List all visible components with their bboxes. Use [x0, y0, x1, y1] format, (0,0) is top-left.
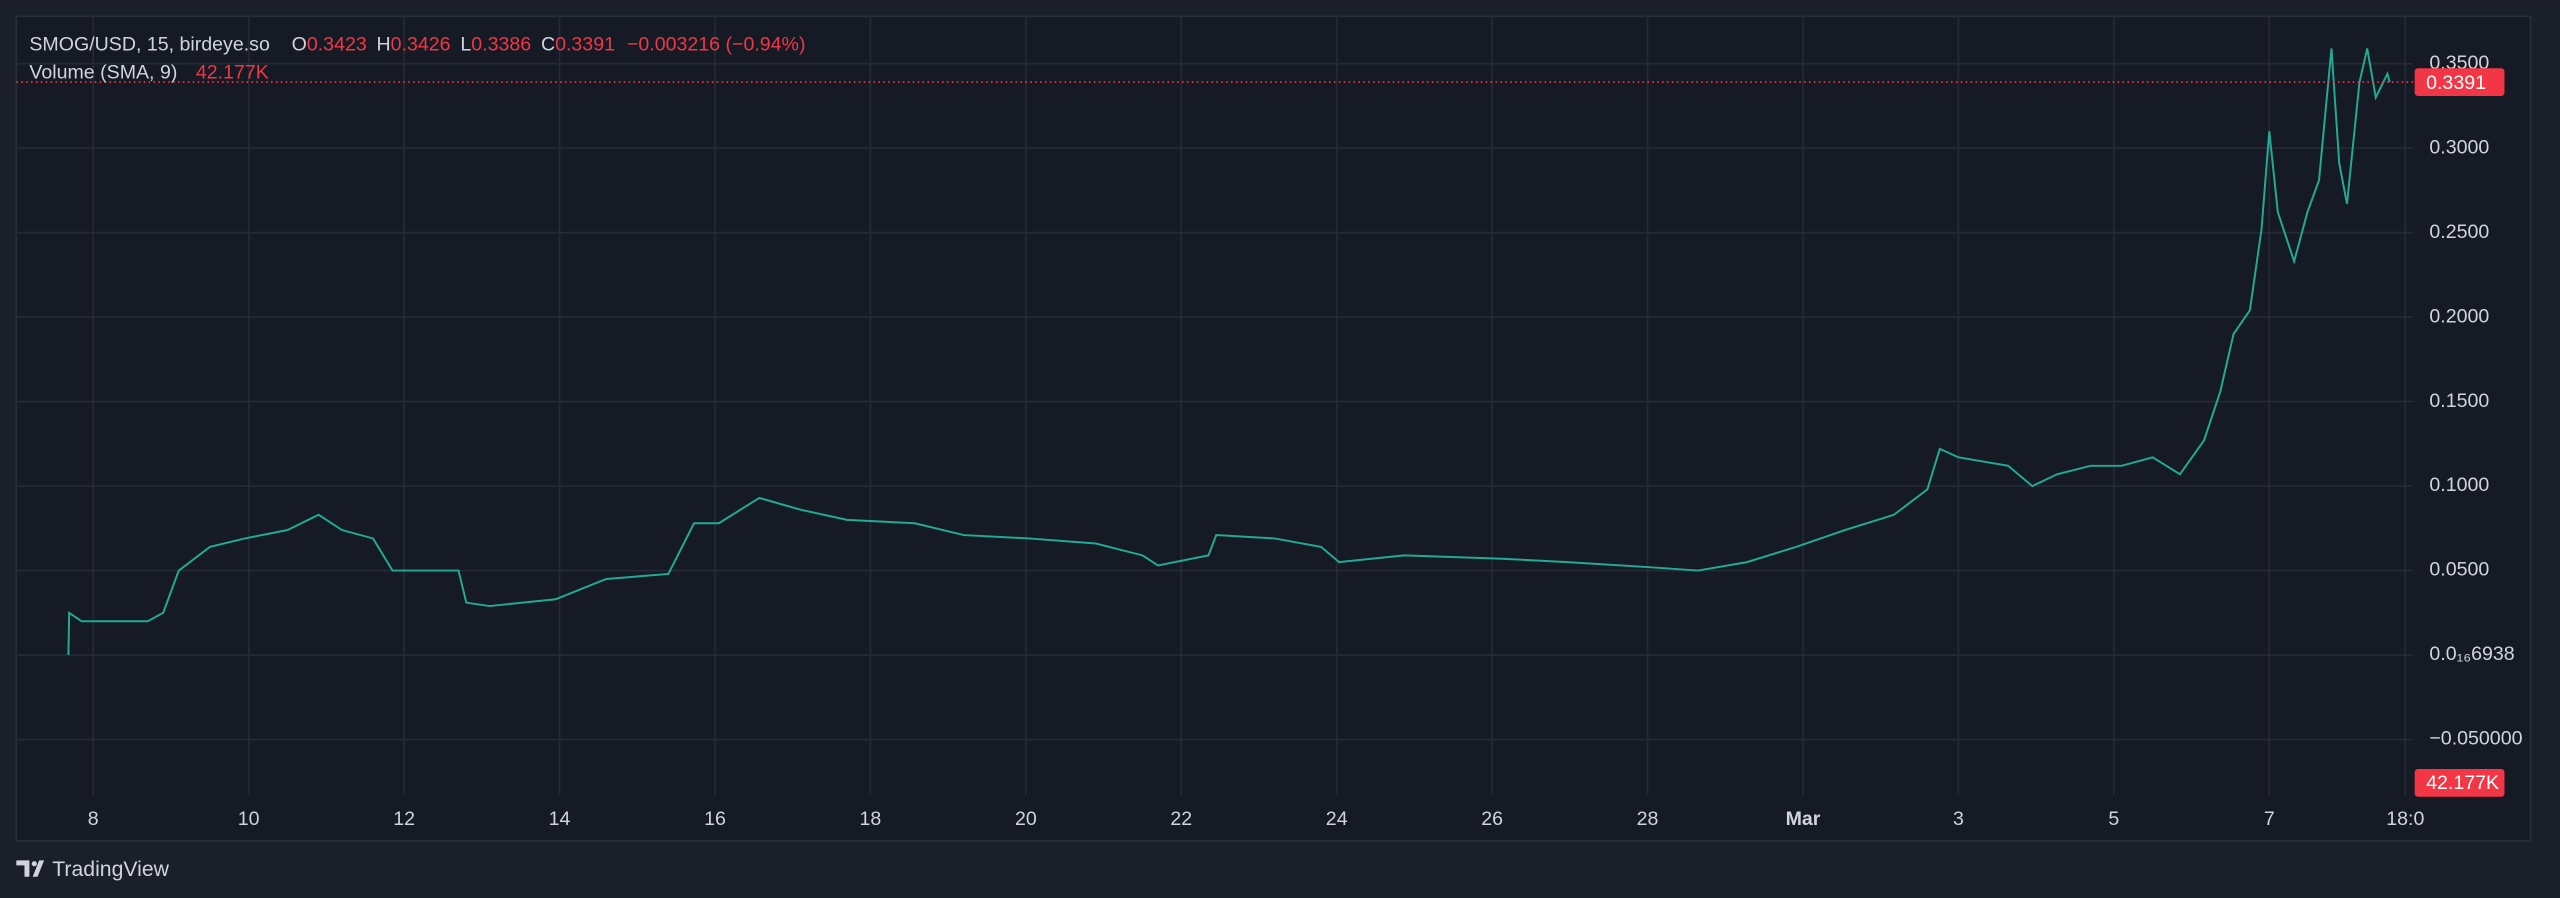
x-tick-label: 28 — [1637, 808, 1659, 830]
x-tick-label: 18 — [860, 808, 882, 830]
y-tick-label: −0.050000 — [2429, 728, 2522, 750]
y-tick-label: 0.2500 — [2429, 221, 2489, 243]
x-tick-label: 10 — [238, 808, 260, 830]
legend: SMOG/USD, 15, birdeye.so O0.3423 H0.3426 L… — [29, 34, 805, 56]
change: −0.003216 (−0.94%) — [627, 34, 806, 56]
grid — [16, 16, 2414, 796]
ohlc-value: 0.3386 — [471, 34, 531, 56]
ohlc-value: 0.3426 — [391, 34, 451, 56]
x-tick-label: 20 — [1015, 808, 1037, 830]
brand: TradingView — [52, 858, 169, 881]
price-line — [67, 48, 2391, 656]
x-tick-label: 5 — [2108, 808, 2119, 830]
last-price-label: 0.3391 — [2426, 72, 2486, 94]
x-tick-label: 3 — [1953, 808, 1964, 830]
symbol-title: SMOG/USD, 15, birdeye.so — [29, 34, 270, 56]
y-tick-label: 0.1000 — [2429, 474, 2489, 496]
y-tick-label: 0.0₁₆6938 — [2429, 643, 2514, 665]
x-tick-label: 26 — [1481, 808, 1503, 830]
volume-legend: Volume (SMA, 9) 42.177K — [29, 62, 268, 84]
last-price-box — [2414, 68, 2505, 96]
brand-logo — [16, 860, 45, 877]
x-tick-label: 8 — [88, 808, 99, 830]
ohlc-value: 0.3391 — [555, 34, 615, 56]
ohlc-label: C — [541, 34, 555, 56]
x-tick-label: Mar — [1786, 808, 1821, 830]
x-tick-label: 24 — [1326, 808, 1348, 830]
plot-area — [15, 15, 2532, 842]
y-tick-label: 0.3000 — [2429, 136, 2489, 158]
volume-title: Volume (SMA, 9) — [29, 62, 177, 84]
marks — [16, 48, 2414, 656]
volume-value: 42.177K — [196, 62, 269, 84]
y-tick-label: 0.1500 — [2429, 390, 2489, 412]
x-tick-label: 12 — [393, 808, 415, 830]
x-tick-label: 16 — [704, 808, 726, 830]
volume-axis-label: 42.177K — [2426, 772, 2499, 794]
x-tick-label: 7 — [2264, 808, 2275, 830]
x-tick-label: 22 — [1170, 808, 1192, 830]
ohlc-value: 0.3423 — [307, 34, 367, 56]
ohlc-label: L — [460, 34, 471, 56]
y-tick-label: 0.2000 — [2429, 305, 2489, 327]
volume-box — [2414, 769, 2505, 797]
ohlc: O0.3423 H0.3426 L0.3386 C0.3391 — [292, 34, 615, 56]
ohlc-label: H — [377, 34, 391, 56]
y-tick-label: 0.0500 — [2429, 559, 2489, 581]
x-tick-label: 18:0 — [2386, 808, 2424, 830]
ohlc-label: O — [292, 34, 307, 56]
x-tick-label: 14 — [549, 808, 571, 830]
